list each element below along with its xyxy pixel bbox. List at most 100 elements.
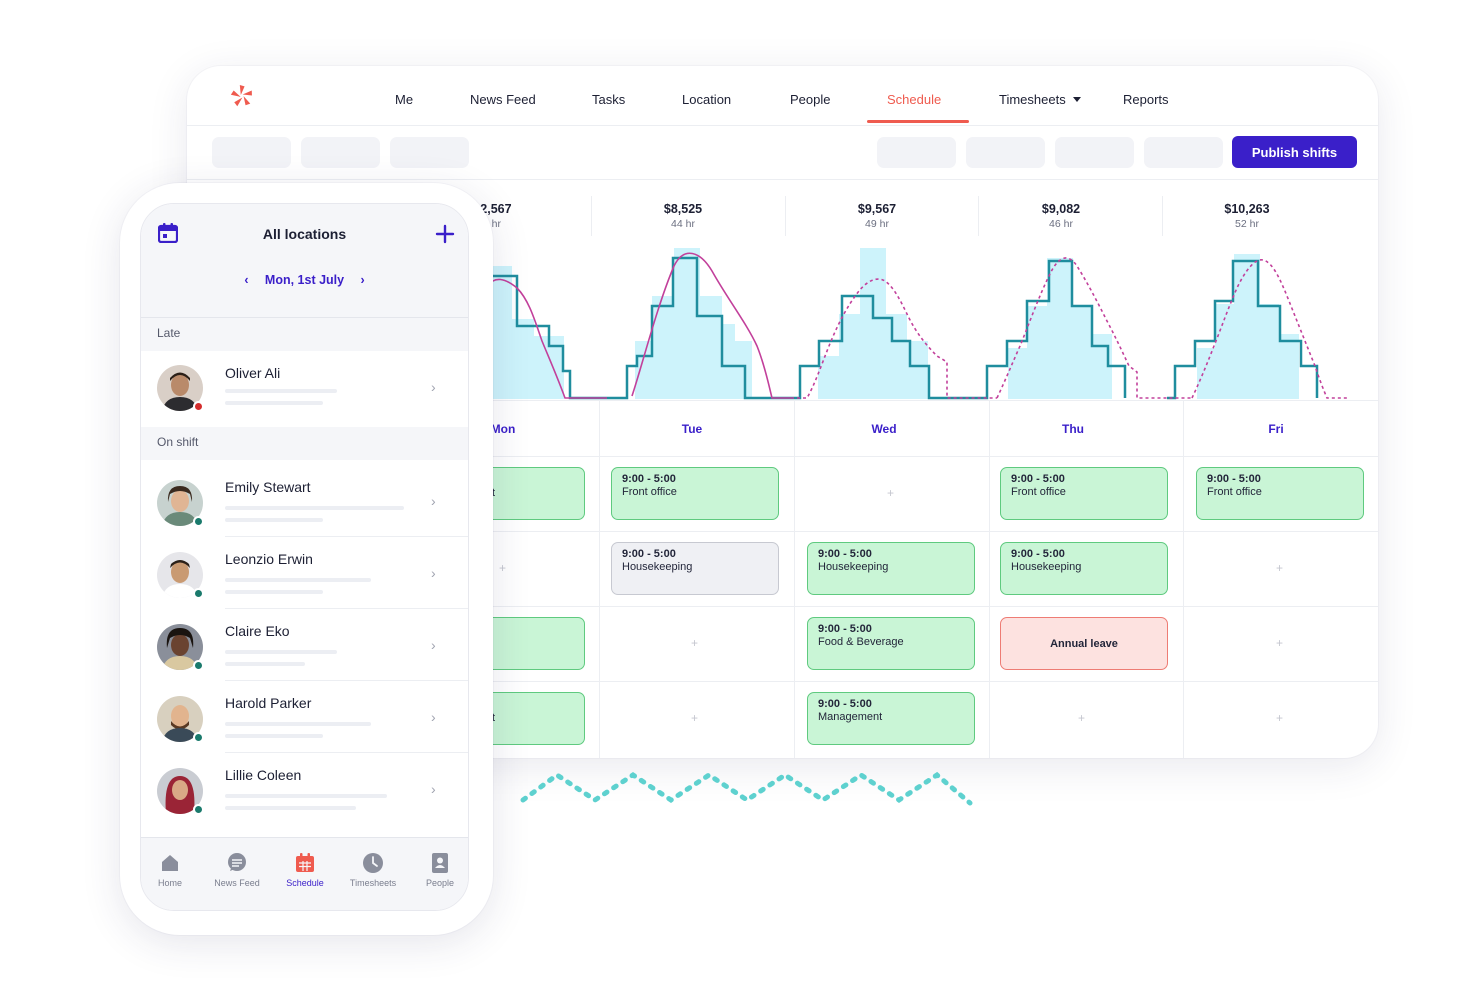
day-header-mon[interactable]: Mon: [490, 422, 516, 436]
avatar: [157, 624, 204, 671]
chevron-right-icon: ›: [431, 709, 436, 725]
day-header-tue[interactable]: Tue: [681, 422, 703, 436]
shift-time: 9:00 - 5:00: [622, 548, 676, 560]
stat-tue: $8,525 44 hr: [623, 202, 743, 230]
add-shift-button[interactable]: +: [1276, 711, 1284, 725]
chevron-left-icon[interactable]: ‹: [244, 273, 249, 287]
tab-home[interactable]: Home: [141, 852, 203, 888]
tab-label: People: [425, 878, 455, 888]
stat-amount: $8,525: [663, 202, 703, 216]
shift-card-wed-2[interactable]: 9:00 - 5:00 Housekeeping: [807, 542, 975, 595]
toolbar-placeholder-6[interactable]: [1055, 137, 1134, 168]
publish-shifts-button[interactable]: Publish shifts: [1232, 136, 1357, 168]
add-shift-button[interactable]: +: [691, 711, 699, 725]
placeholder-bar: [225, 401, 323, 405]
leave-label: Annual leave: [1050, 637, 1118, 650]
person-row-harold-parker[interactable]: Harold Parker ›: [141, 681, 468, 753]
contact-book-icon: [432, 853, 448, 873]
grid-row-line: [187, 531, 1378, 532]
nav-location[interactable]: Location: [682, 92, 732, 107]
shift-card-fri-1[interactable]: 9:00 - 5:00 Front office: [1196, 467, 1364, 520]
grid-col-line: [1183, 400, 1184, 758]
add-shift-button[interactable]: +: [1078, 711, 1086, 725]
location-title[interactable]: All locations: [262, 226, 347, 242]
chevron-right-icon: ›: [431, 781, 436, 797]
person-row-emily-stewart[interactable]: Emily Stewart ›: [141, 465, 468, 537]
decorative-squiggle: [520, 771, 973, 806]
tab-label: Home: [157, 878, 182, 888]
tab-people[interactable]: People: [407, 852, 468, 888]
stat-amount: $9,082: [1041, 202, 1081, 216]
add-shift-button[interactable]: +: [1276, 561, 1284, 575]
toolbar-placeholder-3[interactable]: [390, 137, 469, 168]
person-row-lillie-coleen[interactable]: Lillie Coleen ›: [141, 753, 468, 825]
caret-down-icon: [1072, 97, 1081, 102]
avatar: [157, 696, 204, 743]
shift-role: Housekeeping: [818, 561, 889, 573]
on-shift-status-dot: [193, 588, 204, 599]
top-navigation: Me News Feed Tasks Location People Sched…: [187, 66, 1378, 126]
shift-card-thu-2[interactable]: 9:00 - 5:00 Housekeeping: [1000, 542, 1168, 595]
chevron-right-icon[interactable]: ›: [360, 273, 365, 287]
add-shift-button[interactable]: +: [887, 486, 895, 500]
tab-label: News Feed: [214, 878, 260, 888]
toolbar-placeholder-7[interactable]: [1144, 137, 1223, 168]
add-shift-button[interactable]: +: [499, 561, 507, 575]
person-row-leonzio-erwin[interactable]: Leonzio Erwin ›: [141, 537, 468, 609]
placeholder-bar: [225, 794, 387, 798]
stat-wed: $9,567 49 hr: [817, 202, 937, 230]
person-row-oliver-ali[interactable]: Oliver Ali ›: [141, 351, 468, 423]
avatar-photo-icon: [157, 480, 203, 526]
add-icon[interactable]: [435, 224, 455, 244]
toolbar-placeholder-5[interactable]: [966, 137, 1045, 168]
shift-card-tue-1[interactable]: 9:00 - 5:00 Front office: [611, 467, 779, 520]
nav-timesheets[interactable]: Timesheets: [999, 92, 1081, 107]
grid-col-line: [599, 400, 600, 758]
chat-icon: [228, 853, 246, 871]
annual-leave-card-thu-3[interactable]: Annual leave: [1000, 617, 1168, 670]
placeholder-bar: [225, 506, 404, 510]
shift-time: 9:00 - 5:00: [622, 473, 676, 485]
tab-schedule[interactable]: Schedule: [272, 852, 338, 888]
shift-role: Housekeeping: [622, 561, 693, 573]
shift-role: Front office: [1207, 486, 1262, 498]
person-row-claire-eko[interactable]: Claire Eko ›: [141, 609, 468, 681]
add-shift-button[interactable]: +: [691, 636, 699, 650]
late-status-dot: [193, 401, 204, 412]
placeholder-bar: [225, 650, 337, 654]
bottom-tab-bar: Home News Feed Schedule Times: [141, 837, 468, 910]
current-date[interactable]: Mon, 1st July: [264, 273, 345, 287]
nav-people[interactable]: People: [790, 92, 831, 107]
nav-me[interactable]: Me: [395, 92, 414, 107]
stat-amount: $9,567: [857, 202, 897, 216]
calendar-icon[interactable]: [158, 223, 178, 243]
pinwheel-logo-icon[interactable]: [229, 83, 255, 109]
shift-partial-text: t: [492, 487, 496, 499]
tab-timesheets[interactable]: Timesheets: [340, 852, 406, 888]
shift-card-wed-4[interactable]: 9:00 - 5:00 Management: [807, 692, 975, 745]
shift-card-tue-2[interactable]: 9:00 - 5:00 Housekeeping: [611, 542, 779, 595]
chevron-right-icon: ›: [431, 565, 436, 581]
demand-bars: [482, 248, 1299, 399]
on-shift-status-dot: [193, 660, 204, 671]
shift-card-wed-3[interactable]: 9:00 - 5:00 Food & Beverage: [807, 617, 975, 670]
avatar: [157, 768, 204, 815]
add-shift-button[interactable]: +: [1276, 636, 1284, 650]
day-header-fri[interactable]: Fri: [1268, 422, 1284, 436]
shift-card-thu-1[interactable]: 9:00 - 5:00 Front office: [1000, 467, 1168, 520]
stat-hours: 52 hr: [1235, 218, 1259, 230]
mobile-screen: All locations ‹ Mon, 1st July › Late Oli…: [140, 203, 469, 911]
grid-col-line: [989, 400, 990, 758]
toolbar-placeholder-4[interactable]: [877, 137, 956, 168]
nav-reports[interactable]: Reports: [1123, 92, 1169, 107]
nav-news-feed[interactable]: News Feed: [470, 92, 536, 107]
toolbar-placeholder-2[interactable]: [301, 137, 380, 168]
toolbar-placeholder-1[interactable]: [212, 137, 291, 168]
day-header-wed[interactable]: Wed: [871, 422, 897, 436]
day-header-thu[interactable]: Thu: [1062, 422, 1084, 436]
nav-tasks[interactable]: Tasks: [592, 92, 626, 107]
tab-news-feed[interactable]: News Feed: [204, 852, 270, 888]
nav-schedule[interactable]: Schedule: [887, 92, 942, 107]
person-name: Claire Eko: [225, 623, 290, 639]
avatar-photo-icon: [157, 365, 203, 411]
